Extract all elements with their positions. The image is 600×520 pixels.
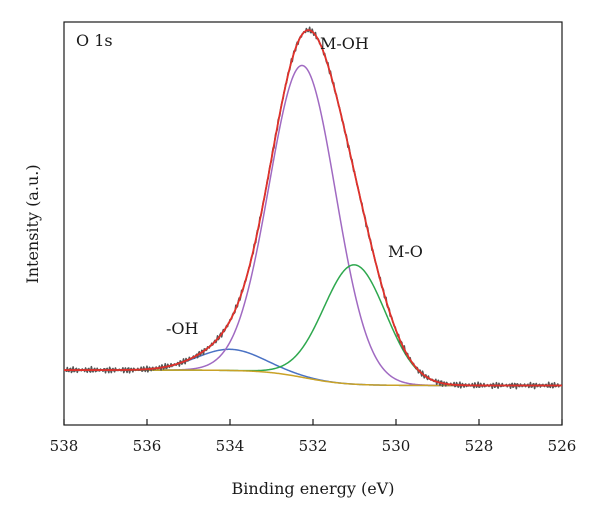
annotation-m-o: M-O xyxy=(388,242,423,261)
x-axis-title: Binding energy (eV) xyxy=(232,479,395,498)
x-tick-label: 538 xyxy=(50,437,79,455)
annotation-m-oh: M-OH xyxy=(320,34,369,53)
x-tick-label: 536 xyxy=(133,437,162,455)
series-m-oh-line xyxy=(64,64,562,387)
series-layer xyxy=(63,26,563,390)
x-tick-label: 530 xyxy=(382,437,411,455)
panel-label: O 1s xyxy=(76,31,113,50)
series-m-o-line xyxy=(64,264,562,387)
x-tick-label: 528 xyxy=(465,437,494,455)
x-tick-label: 526 xyxy=(548,437,577,455)
series-envelope-fit-line xyxy=(63,29,563,387)
x-tick-label: 534 xyxy=(216,437,245,455)
x-axis-ticks: 538 536 534 532 530 528 526 xyxy=(50,419,577,455)
y-axis-title: Intensity (a.u.) xyxy=(23,164,42,283)
annotation-oh: -OH xyxy=(166,319,199,338)
x-tick-label: 532 xyxy=(299,437,328,455)
